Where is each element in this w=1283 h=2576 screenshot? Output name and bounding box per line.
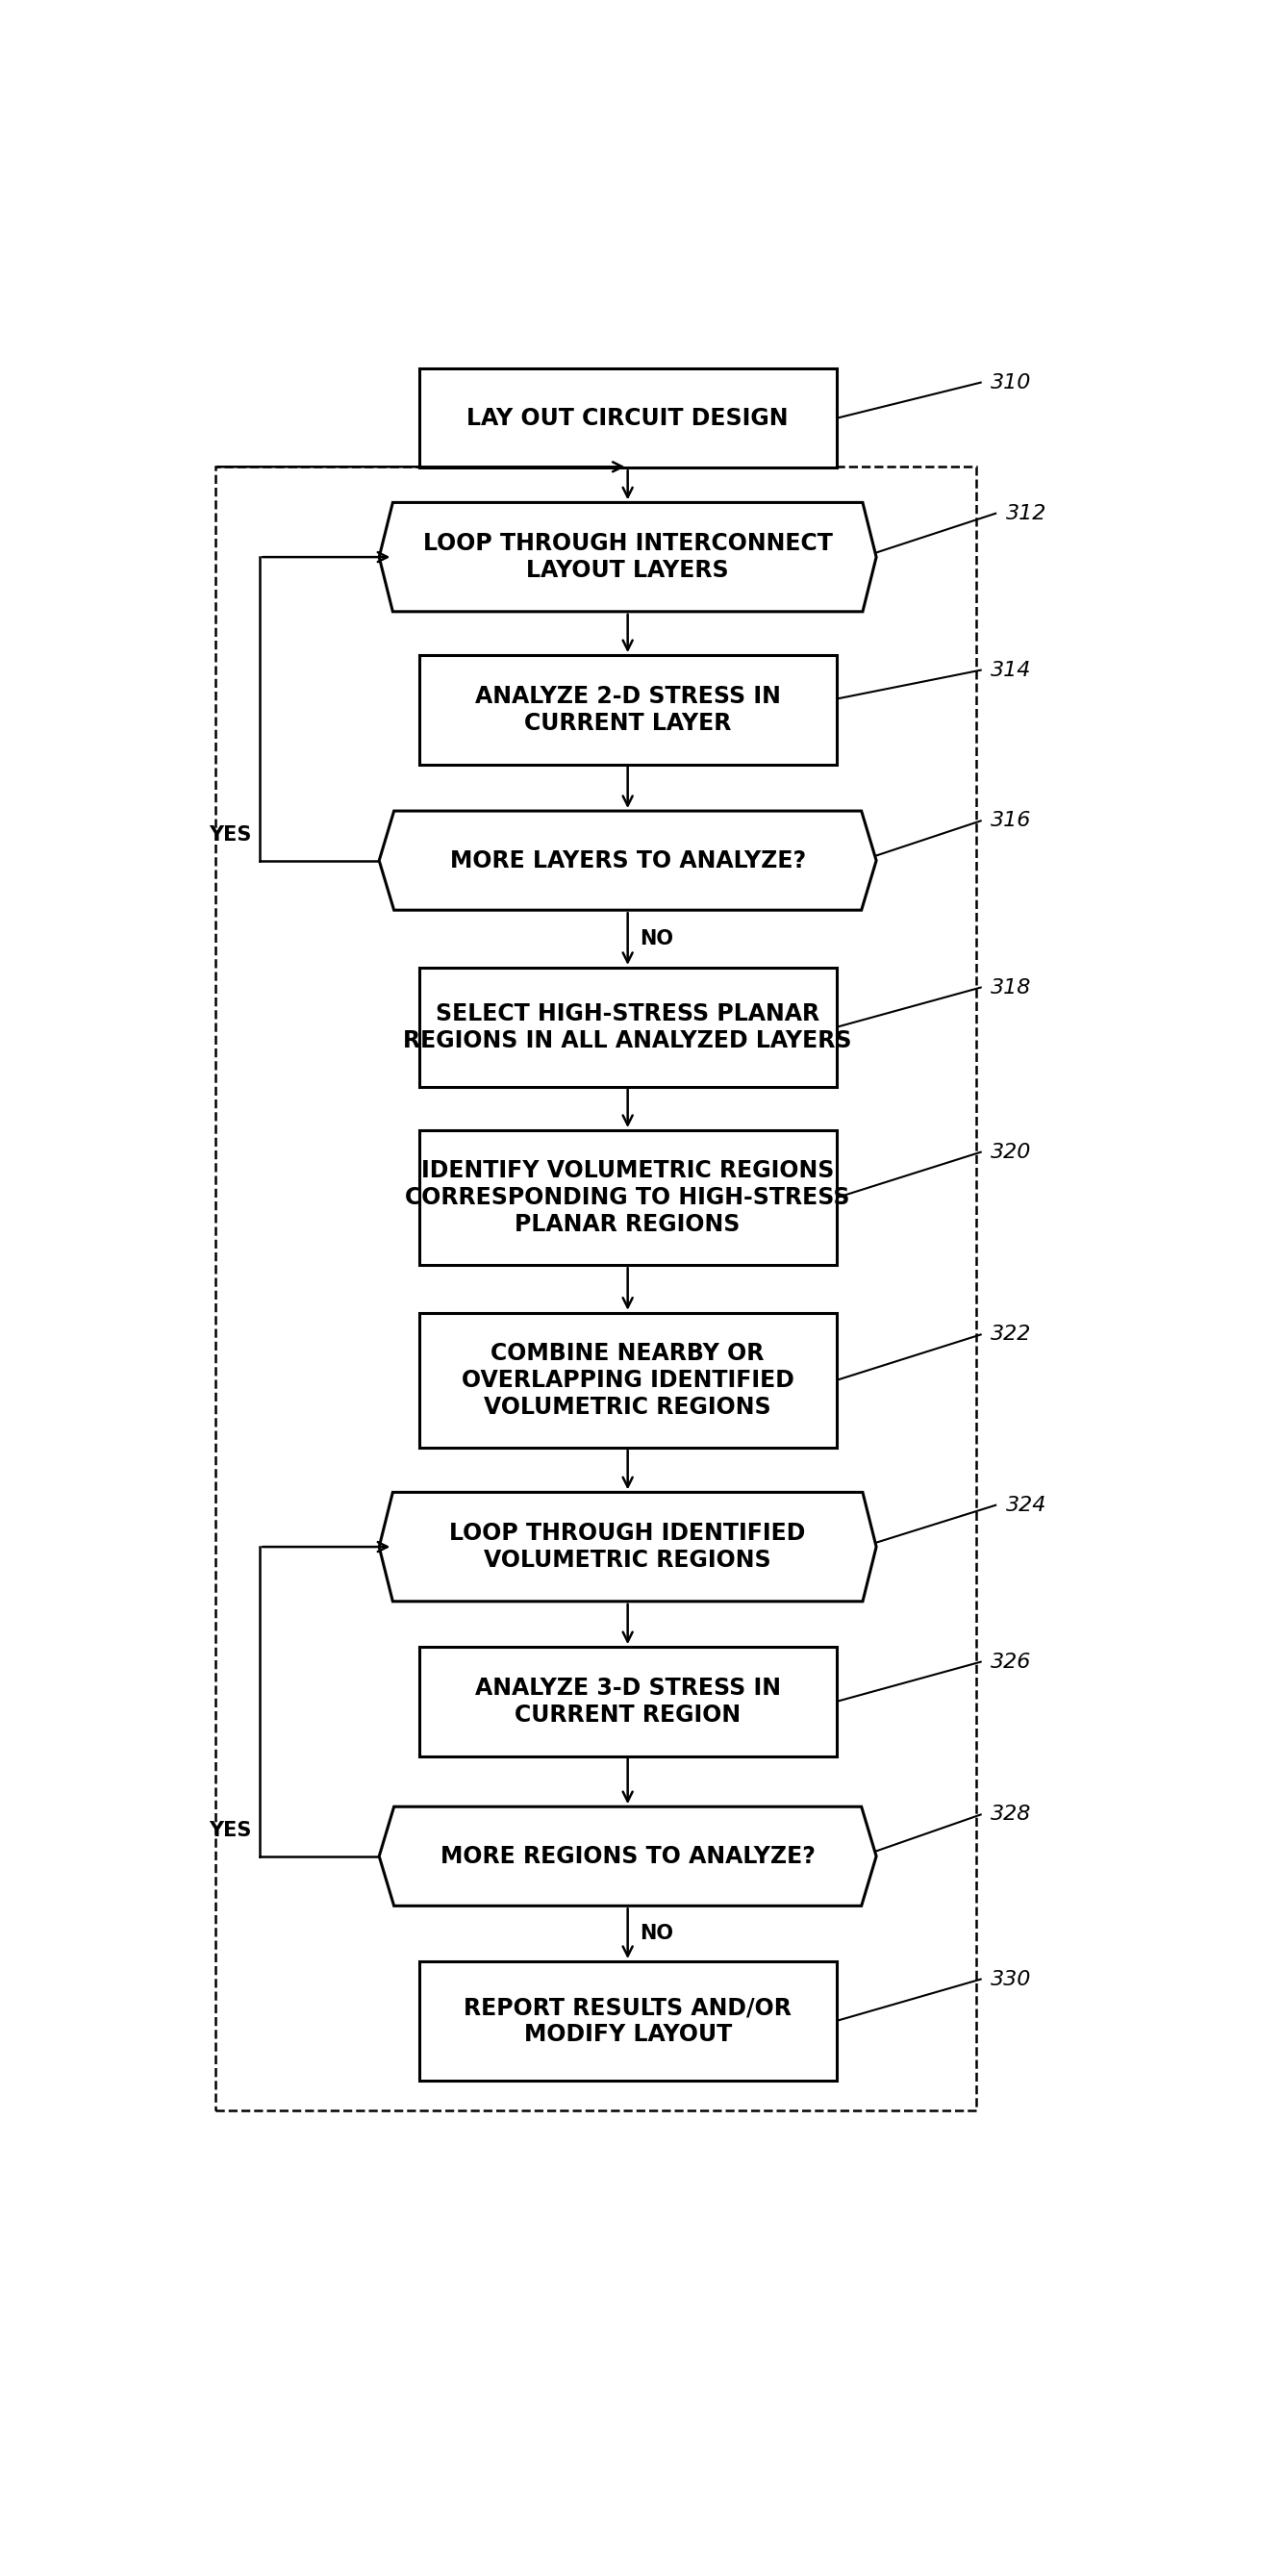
Text: COMBINE NEARBY OR
OVERLAPPING IDENTIFIED
VOLUMETRIC REGIONS: COMBINE NEARBY OR OVERLAPPING IDENTIFIED… bbox=[462, 1342, 794, 1419]
Text: LOOP THROUGH INTERCONNECT
LAYOUT LAYERS: LOOP THROUGH INTERCONNECT LAYOUT LAYERS bbox=[423, 533, 833, 582]
Text: MORE LAYERS TO ANALYZE?: MORE LAYERS TO ANALYZE? bbox=[450, 850, 806, 873]
Text: REPORT RESULTS AND/OR
MODIFY LAYOUT: REPORT RESULTS AND/OR MODIFY LAYOUT bbox=[463, 1996, 792, 2045]
Text: 310: 310 bbox=[990, 374, 1032, 392]
Bar bbox=[216, 466, 976, 2110]
Text: ANALYZE 3-D STRESS IN
CURRENT REGION: ANALYZE 3-D STRESS IN CURRENT REGION bbox=[475, 1677, 780, 1726]
Bar bbox=[418, 1131, 837, 1265]
Text: 330: 330 bbox=[990, 1971, 1032, 1989]
Text: 322: 322 bbox=[990, 1324, 1032, 1345]
Polygon shape bbox=[380, 1492, 876, 1602]
Polygon shape bbox=[380, 811, 876, 909]
Text: 328: 328 bbox=[990, 1806, 1032, 1824]
Polygon shape bbox=[380, 1806, 876, 1906]
Text: 314: 314 bbox=[990, 659, 1032, 680]
Bar bbox=[418, 969, 837, 1087]
Text: 326: 326 bbox=[990, 1651, 1032, 1672]
Bar bbox=[418, 368, 837, 469]
Text: 320: 320 bbox=[990, 1144, 1032, 1162]
Text: LAY OUT CIRCUIT DESIGN: LAY OUT CIRCUIT DESIGN bbox=[467, 407, 789, 430]
Text: LOOP THROUGH IDENTIFIED
VOLUMETRIC REGIONS: LOOP THROUGH IDENTIFIED VOLUMETRIC REGIO… bbox=[449, 1522, 806, 1571]
Bar bbox=[418, 1314, 837, 1448]
Text: NO: NO bbox=[640, 1924, 674, 1942]
Polygon shape bbox=[380, 502, 876, 611]
Text: 318: 318 bbox=[990, 979, 1032, 997]
Text: NO: NO bbox=[640, 930, 674, 948]
Text: IDENTIFY VOLUMETRIC REGIONS
CORRESPONDING TO HIGH-STRESS
PLANAR REGIONS: IDENTIFY VOLUMETRIC REGIONS CORRESPONDIN… bbox=[405, 1159, 851, 1236]
Text: 324: 324 bbox=[1006, 1497, 1047, 1515]
Bar bbox=[418, 654, 837, 765]
Text: YES: YES bbox=[209, 824, 251, 845]
Text: YES: YES bbox=[209, 1821, 251, 1839]
Text: MORE REGIONS TO ANALYZE?: MORE REGIONS TO ANALYZE? bbox=[440, 1844, 815, 1868]
Text: SELECT HIGH-STRESS PLANAR
REGIONS IN ALL ANALYZED LAYERS: SELECT HIGH-STRESS PLANAR REGIONS IN ALL… bbox=[403, 1002, 852, 1051]
Text: ANALYZE 2-D STRESS IN
CURRENT LAYER: ANALYZE 2-D STRESS IN CURRENT LAYER bbox=[475, 685, 780, 734]
Bar bbox=[418, 1646, 837, 1757]
Bar bbox=[418, 1960, 837, 2081]
Text: 316: 316 bbox=[990, 811, 1032, 829]
Text: 312: 312 bbox=[1006, 505, 1047, 523]
